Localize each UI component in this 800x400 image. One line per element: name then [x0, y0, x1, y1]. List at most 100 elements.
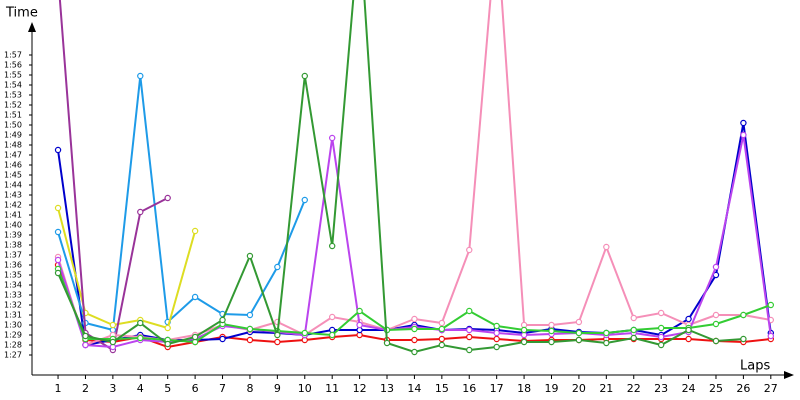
data-point: [328, 313, 336, 321]
x-tick-label: 15: [435, 382, 449, 395]
plot-area: [54, 0, 775, 356]
data-point: [657, 309, 665, 317]
data-point: [164, 194, 171, 202]
y-tick-label: 1:38: [4, 241, 22, 250]
y-tick-label: 1:47: [4, 151, 22, 160]
data-point: [740, 131, 747, 139]
data-point: [109, 321, 117, 329]
data-point: [246, 336, 254, 344]
data-point: [767, 301, 775, 309]
y-tick-label: 1:37: [4, 251, 22, 260]
y-tick-label: 1:33: [4, 291, 22, 300]
data-point: [466, 307, 473, 315]
data-point: [274, 263, 281, 271]
x-axis-arrow: [784, 371, 794, 379]
x-tick-label: 5: [164, 382, 171, 395]
data-point: [548, 321, 555, 329]
data-point: [54, 256, 62, 264]
y-tick-label: 1:39: [4, 231, 22, 240]
x-tick-label: 16: [462, 382, 476, 395]
data-point: [219, 316, 226, 324]
x-tick-label: 8: [246, 382, 253, 395]
data-point: [740, 311, 747, 319]
data-point: [657, 333, 665, 341]
data-point: [164, 324, 171, 332]
data-point: [630, 326, 637, 334]
data-point: [466, 326, 473, 334]
y-tick-label: 1:45: [4, 171, 22, 180]
data-point: [438, 335, 446, 343]
y-tick-label: 1:56: [4, 61, 22, 70]
data-point: [630, 314, 637, 322]
data-point: [657, 341, 665, 349]
data-point: [493, 335, 500, 343]
x-tick-label: 19: [544, 382, 558, 395]
data-point: [548, 327, 555, 335]
data-point: [301, 196, 308, 204]
y-tick-label: 1:55: [4, 71, 22, 80]
data-point: [274, 331, 281, 339]
data-point: [356, 307, 363, 315]
y-tick-label: 1:51: [4, 111, 22, 120]
data-point: [54, 146, 62, 154]
data-point: [54, 269, 62, 277]
y-tick-label: 1:34: [4, 281, 22, 290]
data-point: [712, 320, 720, 328]
x-tick-label: 25: [709, 382, 723, 395]
data-point: [191, 227, 199, 235]
x-tick-label: 21: [599, 382, 613, 395]
y-tick-label: 1:41: [4, 211, 22, 220]
x-tick-label: 13: [380, 382, 394, 395]
data-point: [493, 322, 500, 330]
data-point: [274, 338, 281, 346]
data-point: [219, 335, 226, 343]
y-tick-label: 1:32: [4, 301, 22, 310]
y-tick-label: 1:52: [4, 101, 22, 110]
data-point: [575, 329, 583, 337]
data-point: [246, 325, 254, 333]
x-tick-label: 14: [407, 382, 421, 395]
y-tick-label: 1:48: [4, 141, 22, 150]
y-tick-label: 1:29: [4, 331, 22, 340]
data-point: [109, 338, 117, 346]
x-axis-title: Laps: [740, 359, 770, 374]
series-line: [57, 0, 744, 354]
data-point: [712, 263, 720, 271]
data-point: [411, 348, 418, 356]
y-tick-label: 1:28: [4, 341, 22, 350]
data-point: [383, 339, 391, 347]
data-point: [246, 311, 254, 319]
data-point: [685, 326, 692, 334]
y-tick-label: 1:46: [4, 161, 22, 170]
y-tick-label: 1:30: [4, 321, 22, 330]
x-tick-label: 26: [736, 382, 750, 395]
x-tick-label: 9: [274, 382, 281, 395]
x-tick-label: 7: [219, 382, 226, 395]
x-tick-label: 11: [325, 382, 339, 395]
y-tick-label: 1:44: [4, 181, 22, 190]
series-line: [57, 75, 306, 332]
data-point: [164, 340, 171, 348]
y-tick-label: 1:53: [4, 91, 22, 100]
data-point: [466, 333, 473, 341]
data-point: [657, 324, 665, 332]
data-point: [328, 134, 336, 142]
data-point: [603, 339, 610, 347]
y-tick-label: 1:42: [4, 201, 22, 210]
data-point: [740, 119, 747, 127]
y-tick-label: 1:40: [4, 221, 22, 230]
data-point: [438, 341, 446, 349]
x-tick-label: 22: [627, 382, 641, 395]
data-point: [712, 311, 720, 319]
data-point: [411, 325, 418, 333]
data-point: [767, 332, 775, 340]
data-point: [137, 72, 144, 80]
data-point: [603, 329, 610, 337]
data-point: [137, 319, 144, 327]
x-tick-label: 20: [572, 382, 586, 395]
data-point: [301, 329, 308, 337]
data-point: [328, 331, 336, 339]
y-tick-label: 1:43: [4, 191, 22, 200]
y-tick-label: 1:49: [4, 131, 22, 140]
